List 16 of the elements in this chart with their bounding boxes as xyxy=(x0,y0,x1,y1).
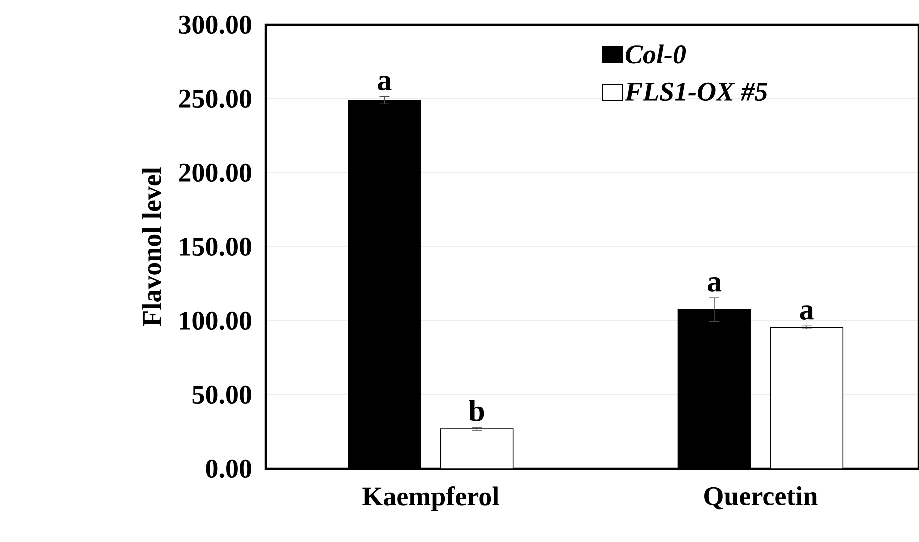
data-label: a xyxy=(378,76,392,91)
y-tick-label: 150.00 xyxy=(180,238,252,256)
y-tick-label: 50.00 xyxy=(192,386,252,404)
y-tick-label: 200.00 xyxy=(179,164,252,182)
y-axis-title: Flavonol level xyxy=(142,168,162,326)
y-tick-label: 100.00 xyxy=(180,312,252,330)
y-tick-label: 0.00 xyxy=(206,460,252,478)
legend-label: FLS1-OX #5 xyxy=(624,82,768,102)
legend-label: Col-0 xyxy=(626,44,686,64)
y-tick-label: 300.00 xyxy=(179,16,252,34)
y-tick-label: 250.00 xyxy=(179,90,252,108)
data-label: a xyxy=(800,306,814,320)
data-label: b xyxy=(469,400,484,422)
data-label: a xyxy=(708,277,722,292)
x-tick-label: Quercetin xyxy=(704,486,818,510)
x-tick-label: Kaempferol xyxy=(362,486,500,512)
